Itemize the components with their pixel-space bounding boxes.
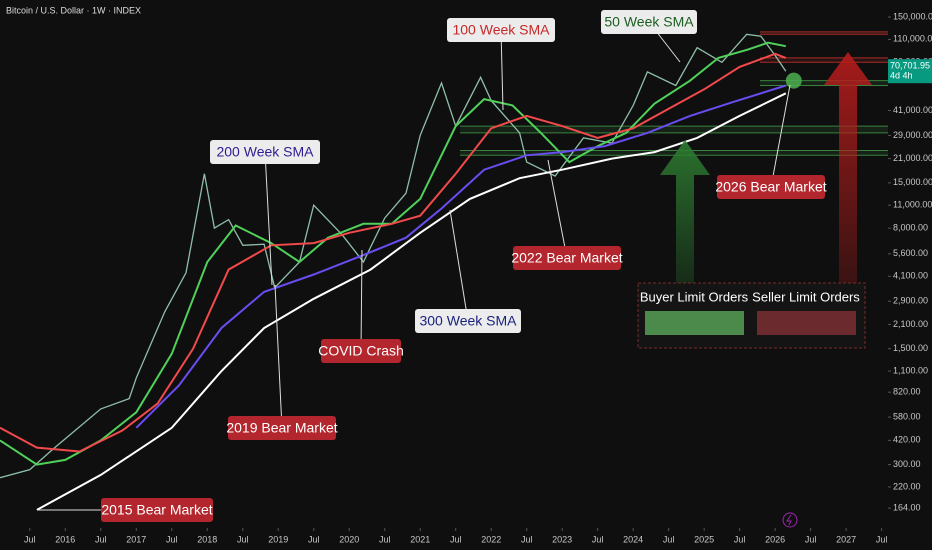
- sell-arrow: [824, 52, 872, 285]
- annotation: 2019 Bear Market: [226, 420, 337, 436]
- event-icon: [786, 514, 792, 526]
- sma-label-box: [447, 18, 555, 42]
- sma-line: [135, 84, 787, 429]
- y-tick-label: 11,000.00: [893, 200, 932, 210]
- chart-title: Bitcoin / U.S. Dollar · 1W · INDEX: [6, 5, 141, 15]
- y-tick-label: 220.00: [893, 481, 921, 491]
- price-label: 70,701.95: [890, 61, 930, 71]
- annotation-box: [321, 339, 401, 363]
- pointer: [449, 209, 469, 322]
- pointer: [770, 84, 791, 188]
- x-tick-label: 2018: [197, 534, 217, 544]
- y-tick-label: 41,000.00: [893, 105, 932, 115]
- x-tick-label: 2017: [126, 534, 146, 544]
- x-tick-label: Jul: [876, 534, 888, 544]
- y-tick-label: 21,000.00: [893, 153, 932, 163]
- y-tick-label: 1,500.00: [893, 343, 928, 353]
- sma-line: [0, 41, 786, 466]
- y-tick-label: 420.00: [893, 435, 921, 445]
- buy-zone: [760, 80, 888, 86]
- y-tick-label: 4,100.00: [893, 271, 928, 281]
- legend-label: Buyer Limit Orders: [640, 289, 749, 304]
- x-tick-label: 2027: [836, 534, 856, 544]
- y-tick-label: 2,100.00: [893, 319, 928, 329]
- y-tick-label: 15,000.00: [893, 177, 932, 187]
- x-tick-label: Jul: [663, 534, 675, 544]
- x-tick-label: 2023: [552, 534, 572, 544]
- x-tick-label: Jul: [308, 534, 320, 544]
- x-tick-label: 2019: [268, 534, 288, 544]
- pointer: [360, 249, 363, 352]
- y-tick-label: 300.00: [893, 459, 921, 469]
- sma-label-box: [415, 309, 521, 333]
- countdown: 4d 4h: [890, 71, 913, 81]
- y-tick-label: 29,000.00: [893, 130, 932, 140]
- pointer: [500, 29, 504, 111]
- x-tick-label: Jul: [521, 534, 533, 544]
- sma-label: 100 Week SMA: [452, 22, 550, 38]
- annotation-box: [228, 416, 336, 440]
- x-tick-label: Jul: [592, 534, 604, 544]
- sell-zone: [760, 31, 888, 35]
- x-tick-label: Jul: [805, 534, 817, 544]
- pointer: [264, 151, 273, 286]
- x-tick-label: 2016: [55, 534, 75, 544]
- x-tick-label: Jul: [24, 534, 36, 544]
- buy-zone: [460, 150, 888, 156]
- annotation: 2026 Bear Market: [715, 179, 826, 195]
- legend-swatch: [645, 311, 744, 335]
- y-tick-label: 110,000.00: [893, 34, 932, 44]
- pointer: [547, 159, 568, 259]
- x-tick-label: Jul: [450, 534, 462, 544]
- axis-bg: [888, 0, 932, 550]
- x-tick-label: 2021: [410, 534, 430, 544]
- annotation: 2015 Bear Market: [101, 502, 212, 518]
- legend-swatch: [757, 311, 856, 335]
- x-tick-label: Jul: [237, 534, 249, 544]
- annotation-box: [101, 498, 213, 522]
- x-tick-label: 2025: [694, 534, 714, 544]
- sma-label: 50 Week SMA: [604, 14, 694, 30]
- sma-label: 200 Week SMA: [216, 144, 314, 160]
- x-tick-label: Jul: [379, 534, 391, 544]
- buy-zone: [460, 126, 888, 133]
- y-tick-label: 150,000.00: [893, 11, 932, 21]
- annotation: 2022 Bear Market: [511, 250, 622, 266]
- sma-label-box: [210, 140, 320, 164]
- pointer: [274, 284, 283, 429]
- sma-line: [0, 52, 787, 453]
- y-tick-label: 820.00: [893, 387, 921, 397]
- y-tick-label: 580.00: [893, 411, 921, 421]
- y-tick-label: 1,100.00: [893, 365, 928, 375]
- x-tick-label: Jul: [95, 534, 107, 544]
- y-tick-label: 164.00: [893, 502, 921, 512]
- event-icon: [782, 512, 798, 528]
- x-tick-label: 2022: [481, 534, 501, 544]
- annotation: COVID Crash: [318, 343, 404, 359]
- sell-zone: [760, 57, 888, 63]
- sma-label-box: [601, 10, 697, 34]
- x-tick-label: 2020: [339, 534, 359, 544]
- sma-label: 300 Week SMA: [419, 313, 517, 329]
- price-ball: [785, 72, 802, 89]
- buy-arrow: [660, 140, 710, 285]
- x-tick-label: Jul: [734, 534, 746, 544]
- x-tick-label: Jul: [166, 534, 178, 544]
- x-tick-label: 2024: [623, 534, 643, 544]
- x-tick-label: 2026: [765, 534, 785, 544]
- annotation-box: [513, 246, 621, 270]
- legend-label: Seller Limit Orders: [752, 289, 860, 304]
- sma-line: [36, 92, 787, 511]
- price-tag: [888, 59, 932, 84]
- annotation-box: [717, 175, 825, 199]
- y-tick-label: 2,900.00: [893, 296, 928, 306]
- price-line: [0, 33, 787, 479]
- y-tick-label: 8,000.00: [893, 223, 928, 233]
- y-tick-label: 5,600.00: [893, 248, 928, 258]
